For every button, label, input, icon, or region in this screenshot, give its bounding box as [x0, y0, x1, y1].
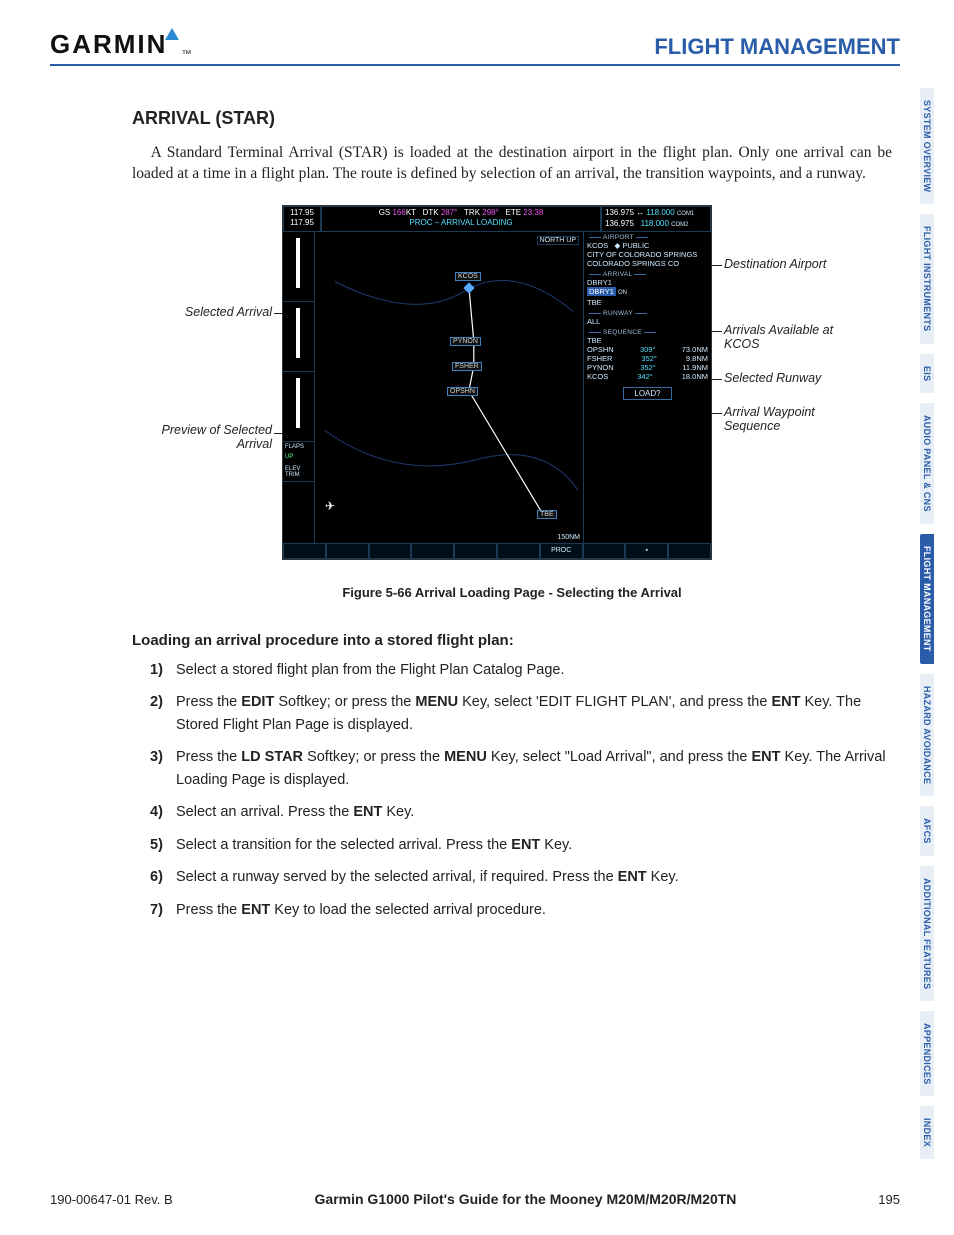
- wpt-kcos: KCOS: [455, 272, 481, 281]
- map-pane: NORTH UP KCOS PYNON FSHER OPSHN TBE ✈ 15…: [315, 232, 583, 543]
- chapter-tab[interactable]: FLIGHT MANAGEMENT: [920, 534, 934, 664]
- sequence-row: FSHER352°9.8NM: [587, 354, 708, 363]
- wpt-opshn: OPSHN: [447, 387, 478, 396]
- footer-docnum: 190-00647-01 Rev. B: [50, 1192, 173, 1207]
- wpt-tbe: TBE: [537, 510, 557, 519]
- sequence-row: TBE: [587, 336, 708, 345]
- procedure-step: 1)Select a stored flight plan from the F…: [150, 659, 892, 681]
- procedure-title: Loading an arrival procedure into a stor…: [132, 632, 892, 649]
- footer-title: Garmin G1000 Pilot's Guide for the Moone…: [315, 1191, 737, 1207]
- chapter-tab[interactable]: FLIGHT INSTRUMENTS: [920, 214, 934, 343]
- chapter-tab[interactable]: ADDITIONAL FEATURES: [920, 866, 934, 1001]
- chapter-tab[interactable]: APPENDICES: [920, 1011, 934, 1097]
- section-title: ARRIVAL (STAR): [132, 108, 892, 129]
- map-range: 150NM: [557, 534, 580, 541]
- chapter-tab[interactable]: SYSTEM OVERVIEW: [920, 88, 934, 204]
- north-up-label: NORTH UP: [537, 236, 579, 245]
- ownship-icon: ✈: [325, 499, 335, 513]
- nav1-active: 117.95: [290, 208, 314, 217]
- callout-preview: Preview of Selected Arrival: [152, 423, 272, 451]
- callout-dest-airport: Destination Airport: [724, 257, 826, 271]
- mfd-screenshot: 117.95 117.95 GS 166KT DTK 287° TRK 298°…: [282, 205, 712, 560]
- procedure-step: 2)Press the EDIT Softkey; or press the M…: [150, 691, 892, 736]
- wpt-fsher: FSHER: [452, 362, 482, 371]
- procedure-step: 5)Select a transition for the selected a…: [150, 834, 892, 856]
- callout-wpt-sequence: Arrival Waypoint Sequence: [724, 405, 862, 433]
- chapter-tab[interactable]: HAZARD AVOIDANCE: [920, 674, 934, 796]
- section-header: FLIGHT MANAGEMENT: [654, 34, 900, 60]
- footer-pagenum: 195: [878, 1192, 900, 1207]
- proc-side-panel: AIRPORT KCOS ◆ PUBLIC CITY OF COLORADO S…: [583, 232, 711, 543]
- chapter-tab[interactable]: EIS: [920, 354, 934, 393]
- callout-arrivals-avail: Arrivals Available at KCOS: [724, 323, 862, 351]
- page-title: PROC – ARRIVAL LOADING: [409, 218, 512, 227]
- chapter-tab[interactable]: INDEX: [920, 1106, 934, 1159]
- logo-mark-icon: [165, 28, 179, 40]
- sequence-row: KCOS342°18.0NM: [587, 372, 708, 381]
- figure-caption: Figure 5-66 Arrival Loading Page - Selec…: [132, 585, 892, 600]
- chapter-tab[interactable]: AFCS: [920, 806, 934, 856]
- procedure-step: 3)Press the LD STAR Softkey; or press th…: [150, 746, 892, 791]
- sequence-row: OPSHN309°73.0NM: [587, 345, 708, 354]
- sequence-row: PYNON352°11.9NM: [587, 363, 708, 372]
- nav1-standby: 117.95: [290, 218, 314, 227]
- callout-selected-runway: Selected Runway: [724, 371, 821, 385]
- procedure-step: 4)Select an arrival. Press the ENT Key.: [150, 801, 892, 823]
- figure-5-66: Selected Arrival Preview of Selected Arr…: [162, 205, 862, 575]
- eis-strip: FLAPS UP ELEV TRIM: [283, 232, 315, 543]
- brand-logo: GARMIN ™: [50, 28, 191, 60]
- intro-paragraph: A Standard Terminal Arrival (STAR) is lo…: [132, 143, 892, 185]
- wpt-pynon: PYNON: [450, 337, 481, 346]
- procedure-step: 6)Select a runway served by the selected…: [150, 866, 892, 888]
- procedure-list: 1)Select a stored flight plan from the F…: [132, 659, 892, 921]
- callout-selected-arrival: Selected Arrival: [152, 305, 272, 319]
- softkey-proc: PROC: [540, 543, 583, 559]
- logo-text: GARMIN: [50, 29, 167, 60]
- chapter-tabs: SYSTEM OVERVIEW FLIGHT INSTRUMENTS EIS AUDI…: [920, 88, 954, 1169]
- chapter-tab[interactable]: AUDIO PANEL & CNS: [920, 403, 934, 524]
- load-prompt: LOAD?: [623, 387, 671, 400]
- procedure-step: 7)Press the ENT Key to load the selected…: [150, 899, 892, 921]
